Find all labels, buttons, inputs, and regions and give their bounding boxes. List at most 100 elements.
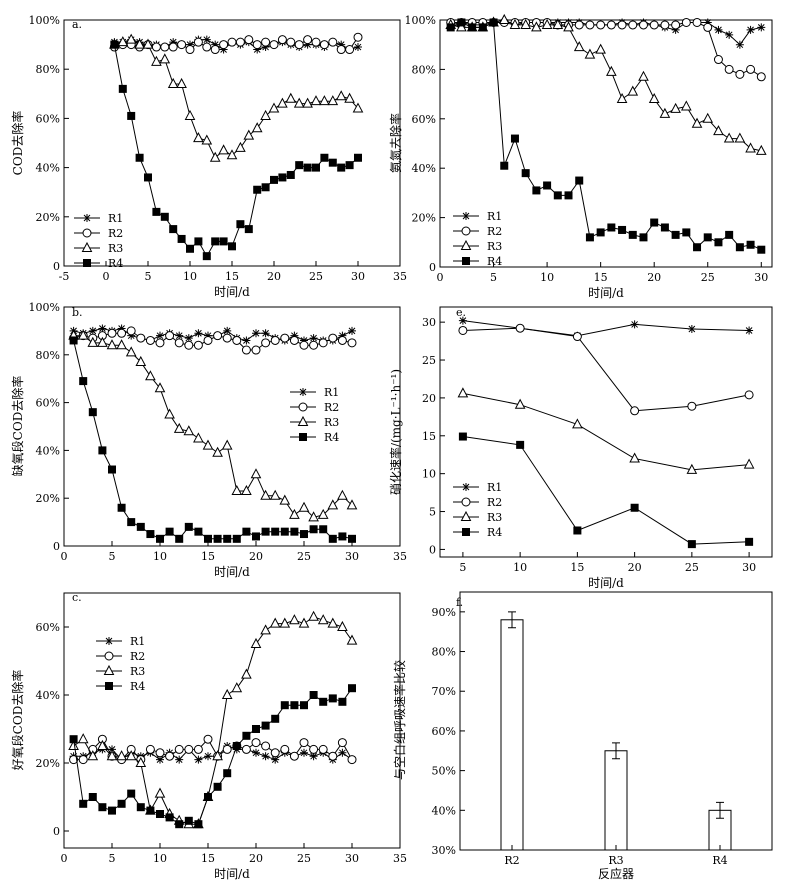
panel-0-line-R3 bbox=[114, 39, 359, 159]
panel-1-point-R3 bbox=[164, 408, 175, 419]
panel-0-point-R3 bbox=[251, 122, 263, 133]
panel-1-point-R2 bbox=[280, 333, 290, 343]
panel-0-point-R2 bbox=[319, 40, 329, 50]
panel-0-point-R1 bbox=[337, 40, 346, 49]
panel-4-point-R2 bbox=[687, 401, 697, 411]
panel-4-legend: R1 R2 R3 R4 bbox=[453, 481, 502, 539]
panel-2-point-R4 bbox=[261, 721, 270, 730]
panel-0-xtick-label: 25 bbox=[309, 270, 323, 283]
panel-0-point-R4 bbox=[295, 161, 304, 170]
panel-0-xtick-label: 20 bbox=[267, 270, 281, 283]
panel-3-legend: R1 R2 R3 R4 bbox=[453, 210, 502, 268]
panel-2-point-R4 bbox=[309, 691, 318, 699]
panel-0-point-R4 bbox=[261, 183, 270, 192]
panel-1-point-R1 bbox=[184, 334, 193, 343]
panel-2-ytick-label: 0 bbox=[53, 825, 60, 838]
panel-0-point-R4 bbox=[244, 225, 253, 234]
panel-3-point-R2 bbox=[617, 20, 627, 30]
panel-0-point-R4 bbox=[152, 207, 161, 216]
panel-0-point-R4 bbox=[211, 237, 220, 246]
panel-2-ylabel: 好氧段COD去除率 bbox=[10, 670, 25, 771]
panel-0-point-R2 bbox=[151, 42, 161, 52]
panel-1-point-R4 bbox=[319, 525, 328, 534]
panel-2-point-R2 bbox=[184, 744, 194, 754]
panel-4-point-R2 bbox=[572, 332, 582, 342]
panel-3-xtick-label: 30 bbox=[754, 271, 768, 284]
panel-4-point-R4 bbox=[573, 526, 582, 535]
panel-3-legend-label: R4 bbox=[487, 255, 502, 268]
panel-4: e. 5 10 15 20 25 30 0 5 10 15 20 25 30 时间/d 硝化速率/(mg·L⁻… bbox=[388, 306, 773, 590]
panel-0-point-R4 bbox=[270, 175, 278, 184]
panel-0-point-R2 bbox=[261, 37, 271, 47]
panel-3-point-R1 bbox=[703, 18, 712, 27]
panel-0-point-R4 bbox=[127, 111, 136, 120]
panel-1-point-R4 bbox=[165, 527, 174, 536]
panel-3-point-R1 bbox=[725, 30, 734, 39]
panel-5-ylabel: 与空白组呼吸速率比较 bbox=[392, 660, 407, 780]
panel-3-point-R2 bbox=[735, 69, 745, 79]
panel-1-point-R4 bbox=[136, 522, 145, 531]
panel-2-point-R2 bbox=[69, 755, 79, 765]
panel-1-legend-marker bbox=[297, 415, 309, 426]
panel-2-point-R4 bbox=[252, 725, 260, 733]
panel-1-point-R4 bbox=[290, 527, 299, 536]
panel-1-point-R2 bbox=[270, 335, 280, 345]
panel-1-point-R4 bbox=[261, 527, 270, 536]
panel-0-point-R2 bbox=[219, 40, 229, 50]
panel-0-series-R4 bbox=[110, 40, 362, 261]
panel-3-point-R3 bbox=[456, 21, 467, 32]
panel-0-point-R2 bbox=[269, 40, 279, 50]
panel-1-xtick-label: 20 bbox=[249, 550, 263, 563]
panel-1-point-R3 bbox=[116, 339, 127, 350]
panel-2-point-R3 bbox=[317, 614, 329, 625]
panel-3-point-R2 bbox=[692, 17, 702, 27]
panel-3-point-R4 bbox=[457, 18, 466, 27]
panel-2-point-R3 bbox=[106, 750, 118, 761]
panel-2-point-R4 bbox=[175, 820, 184, 829]
panel-0-point-R4 bbox=[236, 220, 245, 229]
panel-5-xtick-label: R2 bbox=[504, 854, 519, 867]
panel-4-series-R2 bbox=[458, 323, 754, 416]
panel-2-point-R3 bbox=[327, 617, 339, 628]
panel-4-xlabel: 时间/d bbox=[588, 576, 624, 590]
panel-1-point-R2 bbox=[261, 338, 271, 348]
panel-0-point-R2 bbox=[336, 45, 346, 55]
panel-1: b. 0 5 10 15 20 25 30 35 0 20% 40% 60% 80% 100% 时间/d 缺氧段… bbox=[10, 301, 407, 579]
panel-1-point-R3 bbox=[212, 446, 223, 457]
panel-5-ytick-label: 80% bbox=[432, 646, 456, 659]
panel-2-ytick-label: 20% bbox=[36, 757, 60, 770]
panel-0-point-R3 bbox=[201, 134, 213, 145]
panel-1-legend: R1 R2 R3 R4 bbox=[290, 386, 339, 444]
panel-3-point-R1 bbox=[757, 23, 766, 32]
panel-2-point-R4 bbox=[69, 735, 78, 744]
panel-2-point-R2 bbox=[280, 744, 290, 754]
panel-2-xtick-label: 30 bbox=[345, 852, 359, 865]
panel-5-errorbar-R2 bbox=[508, 611, 516, 629]
panel-1-point-R1 bbox=[261, 329, 270, 338]
panel-4-point-R2 bbox=[744, 390, 754, 400]
panel-2-point-R2 bbox=[78, 755, 88, 765]
panel-1-point-R2 bbox=[337, 335, 347, 345]
panel-1-frame bbox=[63, 306, 401, 547]
panel-4-point-R3 bbox=[629, 452, 640, 463]
panel-1-ytick-label: 60% bbox=[36, 397, 60, 410]
panel-3-series-R2 bbox=[446, 17, 766, 82]
panel-0-point-R3 bbox=[117, 36, 129, 47]
panel-3-point-R4 bbox=[521, 169, 530, 178]
panel-3-point-R3 bbox=[498, 13, 510, 24]
panel-3-point-R2 bbox=[660, 20, 670, 30]
panel-3-point-R4 bbox=[596, 228, 605, 237]
panel-0-point-R4 bbox=[253, 185, 262, 194]
panel-1-point-R4 bbox=[242, 527, 251, 536]
panel-2-legend-label: R4 bbox=[130, 680, 145, 693]
panel-3-point-R3 bbox=[680, 100, 692, 111]
panel-0-point-R4 bbox=[278, 173, 287, 182]
panel-2-point-R4 bbox=[136, 803, 145, 812]
panel-0-point-R1 bbox=[202, 35, 211, 44]
panel-5-bar-R3 bbox=[604, 750, 628, 851]
panel-3-point-R3 bbox=[734, 132, 746, 143]
panel-1-xtick-label: 5 bbox=[109, 550, 116, 563]
panel-1-point-R2 bbox=[251, 345, 261, 355]
panel-4-series-R3 bbox=[457, 387, 755, 474]
panel-2-point-R2 bbox=[337, 738, 347, 748]
